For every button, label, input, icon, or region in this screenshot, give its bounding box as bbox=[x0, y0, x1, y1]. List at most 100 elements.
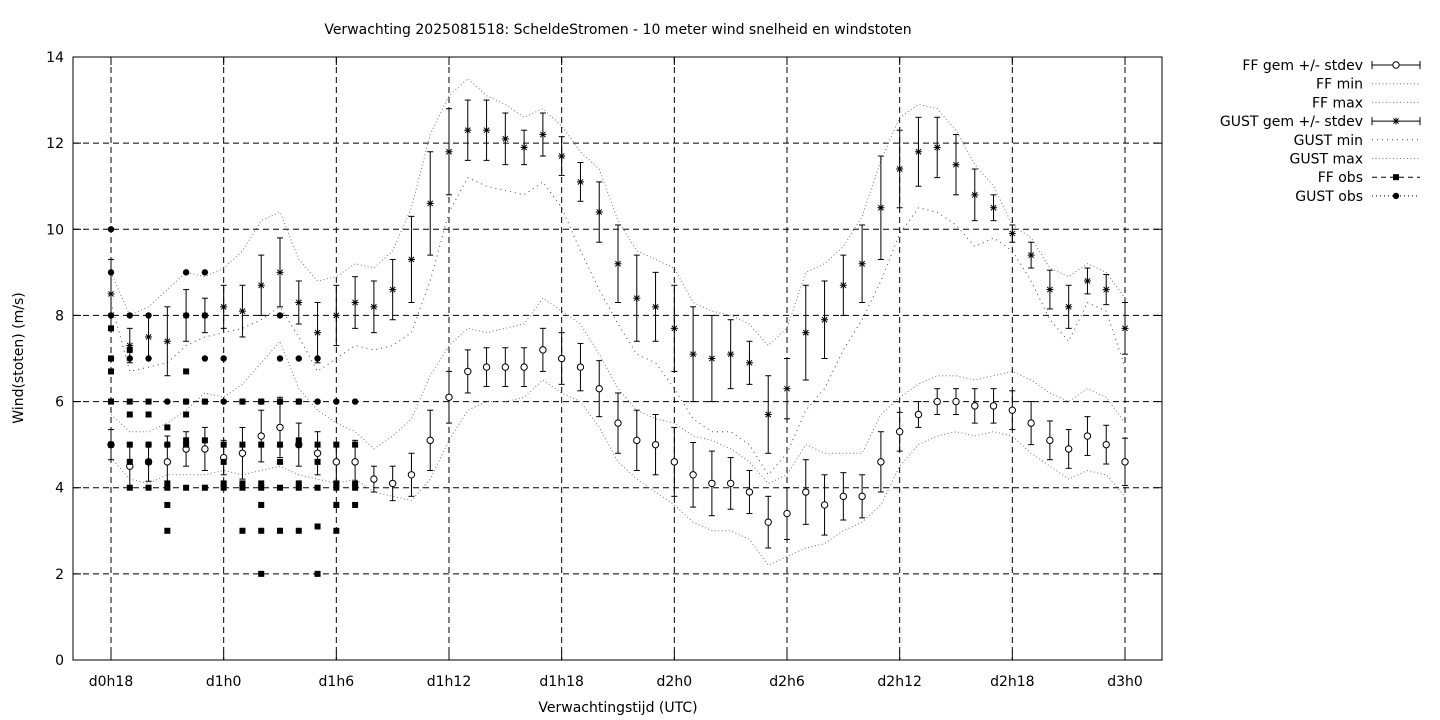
gust-mean-point bbox=[652, 303, 660, 311]
gust-errorbar bbox=[670, 284, 678, 372]
ff-obs-point bbox=[333, 484, 340, 491]
gust-mean-point-stroke bbox=[802, 329, 809, 336]
gust-obs-point bbox=[276, 398, 284, 405]
ff-mean-point bbox=[370, 475, 378, 483]
gust-mean-point-stroke bbox=[652, 303, 659, 310]
ff-obs-point bbox=[145, 411, 152, 418]
gust-mean-point-stroke bbox=[896, 166, 903, 172]
gust-mean-point bbox=[407, 255, 415, 263]
ff-obs-point bbox=[183, 441, 190, 448]
gust-obs-point bbox=[107, 269, 115, 276]
ff-obs-point bbox=[333, 441, 340, 448]
gust-obs-point bbox=[182, 312, 190, 319]
gust-errorbar bbox=[464, 99, 472, 161]
ff-errorbar bbox=[201, 426, 209, 471]
ff-mean-point bbox=[445, 393, 453, 401]
ff-mean-point bbox=[933, 397, 941, 406]
legend-label: FF obs bbox=[1318, 170, 1363, 186]
ff-errorbar bbox=[426, 409, 434, 471]
gust-obs-point bbox=[107, 226, 115, 233]
legend-item-ff-min: FF min bbox=[1316, 77, 1420, 93]
ff-mean-point bbox=[501, 363, 510, 371]
ff-obs-point bbox=[314, 441, 321, 448]
ff-errorbar bbox=[745, 469, 754, 515]
ff-obs-point bbox=[145, 458, 152, 465]
ff-mean-point bbox=[520, 363, 528, 371]
gust-mean-point bbox=[933, 143, 941, 151]
ff-mean-point bbox=[257, 432, 265, 440]
gust-errorbar bbox=[576, 162, 584, 202]
ff-mean-point bbox=[464, 367, 472, 376]
ff-errorbar bbox=[520, 347, 528, 387]
ff-obs-point bbox=[333, 527, 340, 534]
ff-errorbar bbox=[257, 409, 265, 463]
y-tick-label: 10 bbox=[46, 222, 64, 238]
ff-obs-point bbox=[239, 480, 246, 487]
gust-errorbar bbox=[1027, 241, 1035, 269]
ff-obs-point bbox=[164, 527, 171, 534]
ff-obs-point bbox=[126, 458, 133, 465]
gust-mean-point-stroke bbox=[671, 325, 678, 332]
gust-errorbar bbox=[501, 112, 509, 166]
gust-mean-point bbox=[971, 191, 979, 199]
ff-errorbar bbox=[557, 332, 566, 385]
gust-mean-point-stroke bbox=[258, 282, 265, 289]
ff-obs-point bbox=[164, 501, 171, 508]
gust-mean-point-stroke bbox=[314, 329, 321, 336]
ff-mean-point bbox=[633, 436, 641, 445]
gust-mean-point-stroke bbox=[821, 316, 828, 323]
gust-obs-point bbox=[164, 398, 171, 405]
gust-mean-point-stroke bbox=[765, 411, 772, 418]
gust-max-line bbox=[110, 77, 1126, 347]
gust-mean-point bbox=[276, 268, 284, 276]
ff-obs-point bbox=[201, 437, 208, 444]
gust-errorbar bbox=[520, 129, 528, 166]
ff-errorbar bbox=[764, 495, 772, 549]
ff-mean-point bbox=[971, 402, 979, 410]
legend-item-ff-mean: FF gem +/- stdev bbox=[1242, 58, 1421, 74]
gust-mean-point-stroke bbox=[408, 256, 415, 263]
gust-mean-point bbox=[689, 350, 697, 358]
ff-errorbar bbox=[482, 347, 491, 387]
gust-errorbar bbox=[1121, 302, 1129, 355]
ff-errorbar bbox=[332, 441, 341, 482]
gust-obs-point bbox=[295, 398, 302, 405]
gust-errorbar bbox=[708, 314, 716, 403]
gust-mean-point bbox=[163, 337, 171, 345]
ff-obs-point bbox=[333, 480, 340, 487]
gust-mean-point bbox=[464, 126, 472, 134]
ff-obs-point bbox=[295, 480, 302, 487]
ff-mean-point bbox=[820, 501, 829, 509]
legend: FF gem +/- stdev FF min FF max GUST gem +/-… bbox=[1220, 58, 1421, 205]
ff-errorbar bbox=[370, 465, 378, 493]
gust-mean-point-stroke bbox=[521, 144, 528, 151]
ff-obs-point bbox=[108, 325, 114, 332]
gust-mean-point bbox=[1008, 230, 1016, 238]
gust-mean-point-stroke bbox=[446, 148, 452, 155]
gust-mean-point-stroke bbox=[1103, 286, 1110, 293]
gust-mean-point bbox=[802, 329, 810, 337]
gust-obs-point bbox=[182, 398, 190, 405]
ff-obs-point bbox=[164, 424, 171, 431]
ff-errorbar bbox=[1046, 420, 1054, 461]
ff-errorbar bbox=[895, 411, 904, 452]
gust-errorbar bbox=[764, 375, 772, 454]
gust-mean-point bbox=[783, 385, 791, 393]
ff-mean-point bbox=[745, 488, 754, 496]
ff-mean-point bbox=[426, 436, 434, 445]
gust-mean-point bbox=[952, 161, 960, 169]
gust-mean-point bbox=[708, 355, 716, 362]
ff-obs-point bbox=[126, 398, 133, 405]
ff-errorbar bbox=[464, 349, 472, 394]
gust-obs-point bbox=[107, 355, 115, 362]
gust-mean-point bbox=[426, 199, 434, 207]
ff-mean-point bbox=[238, 449, 247, 457]
ff-mean-point bbox=[651, 440, 660, 449]
ff-errorbar bbox=[1008, 390, 1017, 431]
gust-mean-point-stroke bbox=[295, 299, 302, 306]
gust-errorbar bbox=[257, 254, 265, 316]
gust-obs-point bbox=[333, 398, 340, 405]
legend-item-gust-max: GUST max bbox=[1290, 152, 1420, 168]
gust-errorbar bbox=[745, 340, 753, 385]
gust-errorbar bbox=[351, 276, 359, 329]
